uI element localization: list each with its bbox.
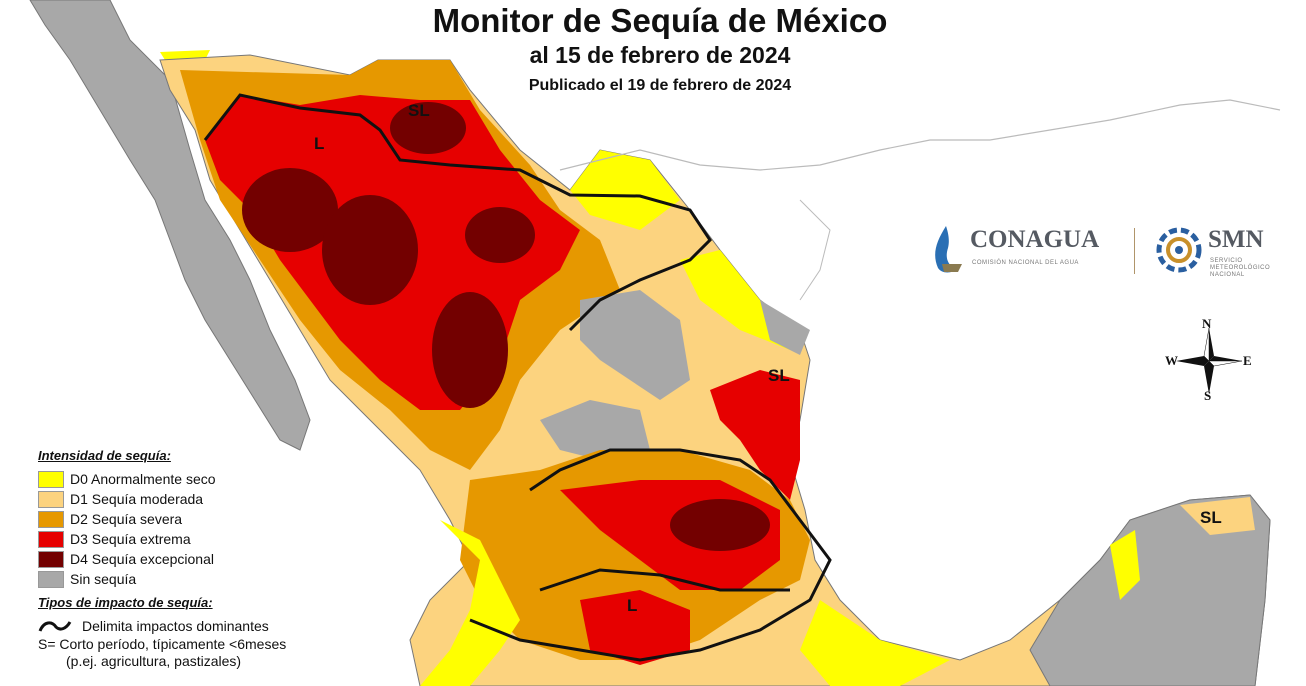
legend-swatch-d0 bbox=[38, 470, 64, 488]
yucatan bbox=[1029, 494, 1271, 686]
map-label-sl-yucatan: SL bbox=[1200, 508, 1222, 527]
legend-label-d3: D3 Sequía extrema bbox=[70, 531, 191, 547]
legend-swatch-d3 bbox=[38, 530, 64, 548]
compass-star-icon bbox=[1176, 327, 1243, 394]
map-label-l-north: L bbox=[314, 134, 325, 153]
impact-short-example: (p.ej. agricultura, pastizales) bbox=[66, 653, 242, 669]
legend-item-d2: D2 Sequía severa bbox=[38, 509, 338, 529]
map-label-sl-tamaulipas: SL bbox=[768, 366, 790, 385]
smn-name: SMN bbox=[1208, 226, 1264, 253]
smn-subtitle-3: NACIONAL bbox=[1210, 272, 1245, 278]
legend-heading: Intensidad de sequía: bbox=[38, 448, 171, 463]
impact-heading: Tipos de impacto de sequía: bbox=[38, 595, 213, 610]
title-block: Monitor de Sequía de México al 15 de feb… bbox=[330, 0, 990, 95]
published-date: Publicado el 19 de febrero de 2024 bbox=[528, 77, 792, 94]
compass-south: S bbox=[1204, 388, 1212, 403]
legend-swatch-d4 bbox=[38, 550, 64, 568]
conagua-logo-icon bbox=[935, 226, 962, 273]
legend-item-d3: D3 Sequía extrema bbox=[38, 529, 338, 549]
legend-swatch-d1 bbox=[38, 490, 64, 508]
legend-swatch-none bbox=[38, 570, 64, 588]
legend-label-d4: D4 Sequía excepcional bbox=[70, 551, 214, 567]
conagua-name: CONAGUA bbox=[970, 226, 1100, 253]
map-subtitle: al 15 de febrero de 2024 bbox=[529, 42, 791, 68]
logo-divider bbox=[1134, 228, 1135, 274]
impact-short-label: S= Corto período, típicamente <6meses bbox=[38, 636, 287, 652]
legend-item-d1: D1 Sequía moderada bbox=[38, 489, 338, 509]
compass-north: N bbox=[1202, 316, 1212, 331]
map-title: Monitor de Sequía de México bbox=[432, 2, 888, 39]
legend-item-d4: D4 Sequía excepcional bbox=[38, 549, 338, 569]
impact-line-item: Delimita impactos dominantes bbox=[38, 616, 338, 636]
legend-label-none: Sin sequía bbox=[70, 571, 137, 587]
legend-item-none: Sin sequía bbox=[38, 569, 338, 589]
smn-logo-icon bbox=[1156, 227, 1202, 273]
impact-legend: Tipos de impacto de sequía: Delimita imp… bbox=[38, 595, 338, 670]
compass-east: E bbox=[1243, 353, 1252, 368]
conagua-subtitle: COMISIÓN NACIONAL DEL AGUA bbox=[972, 260, 1079, 266]
legend-item-d0: D0 Anormalmente seco bbox=[38, 469, 338, 489]
legend-swatch-d2 bbox=[38, 510, 64, 528]
impact-line-north bbox=[203, 93, 712, 332]
impact-line-icon bbox=[38, 621, 72, 632]
map-label-l-south: L bbox=[627, 596, 638, 615]
compass-west: W bbox=[1165, 353, 1178, 368]
legend-label-d1: D1 Sequía moderada bbox=[70, 491, 204, 507]
legend-label-d0: D0 Anormalmente seco bbox=[70, 471, 216, 487]
logos: CONAGUA COMISIÓN NACIONAL DEL AGUA SMN S… bbox=[928, 222, 1288, 282]
baja-california bbox=[29, 0, 311, 451]
smn-subtitle-2: METEOROLÓGICO bbox=[1210, 265, 1271, 271]
map-label-sl-north: SL bbox=[408, 101, 430, 120]
impact-line-central bbox=[469, 448, 832, 662]
legend: Intensidad de sequía: D0 Anormalmente se… bbox=[38, 448, 338, 670]
compass-rose: N S W E bbox=[1164, 316, 1254, 406]
smn-subtitle-1: SERVICIO bbox=[1210, 258, 1243, 264]
legend-label-d2: D2 Sequía severa bbox=[70, 511, 183, 527]
impact-line-label: Delimita impactos dominantes bbox=[82, 618, 269, 634]
